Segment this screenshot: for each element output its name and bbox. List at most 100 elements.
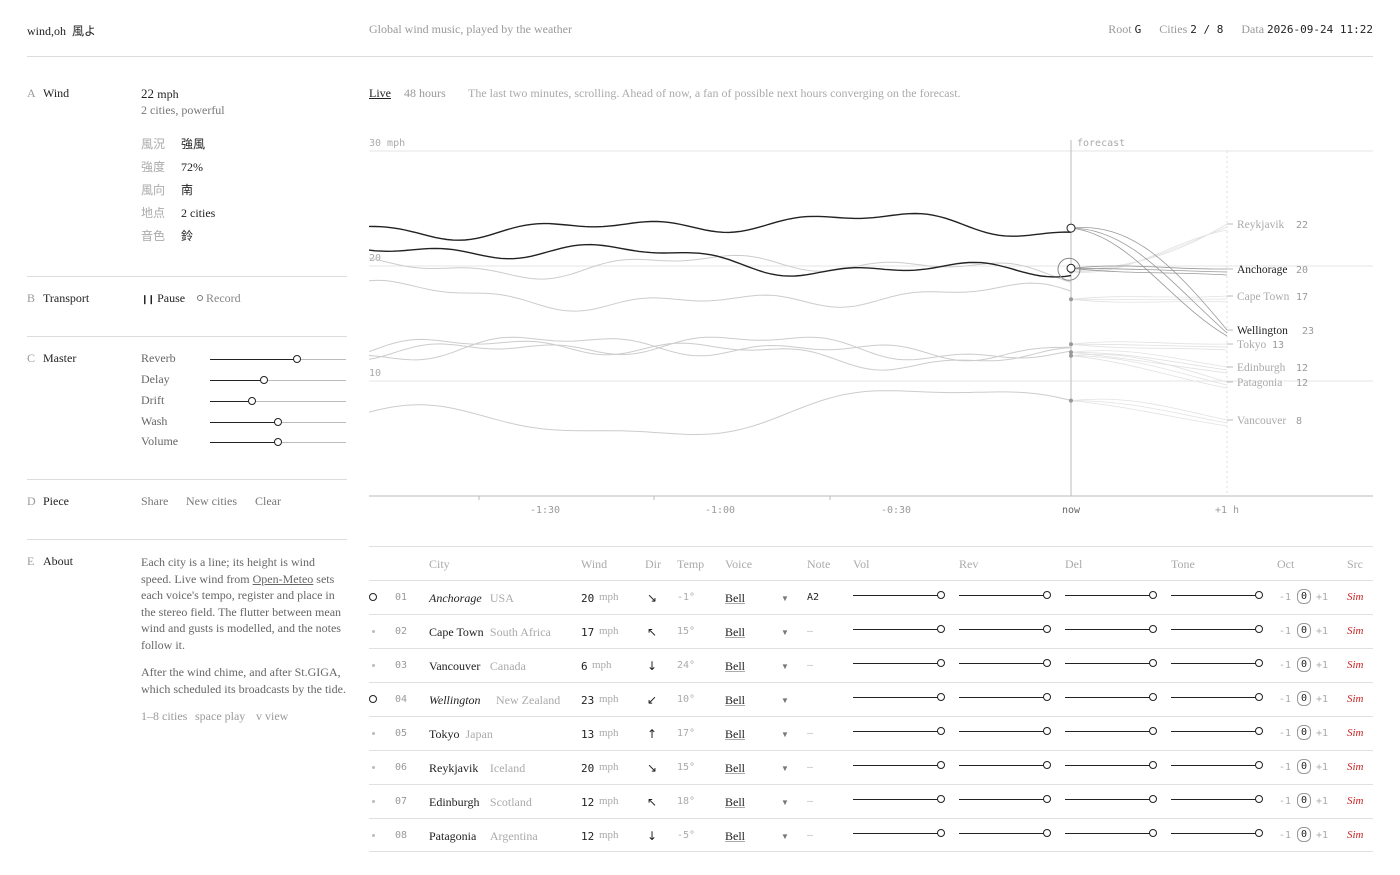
source-badge[interactable]: Sim (1347, 727, 1364, 739)
voice-select[interactable]: Bell (725, 693, 745, 707)
slider-knob[interactable] (274, 438, 282, 446)
chevron-down-icon[interactable]: ▼ (781, 696, 789, 705)
octave-down[interactable]: -1 (1279, 830, 1292, 841)
source-badge[interactable]: Sim (1347, 829, 1364, 841)
column-header-wind[interactable]: Wind (581, 557, 608, 571)
master-slider-wash[interactable] (210, 418, 346, 426)
master-slider-volume[interactable] (210, 438, 346, 446)
rev-slider[interactable] (959, 659, 1051, 667)
del-slider[interactable] (1065, 625, 1157, 633)
slider-knob[interactable] (937, 625, 945, 633)
slider-knob[interactable] (1255, 727, 1263, 735)
slider-knob[interactable] (1043, 659, 1051, 667)
slider-knob[interactable] (1149, 693, 1157, 701)
octave-up[interactable]: +1 (1316, 796, 1329, 807)
slider-knob[interactable] (937, 659, 945, 667)
tone-slider[interactable] (1171, 795, 1263, 803)
chevron-down-icon[interactable]: ▼ (781, 730, 789, 739)
column-header-oct[interactable]: Oct (1277, 557, 1295, 571)
slider-knob[interactable] (1043, 727, 1051, 735)
record-button[interactable]: Record (197, 291, 241, 306)
rev-slider[interactable] (959, 693, 1051, 701)
slider-knob[interactable] (248, 397, 257, 405)
voice-select[interactable]: Bell (725, 727, 745, 741)
table-row[interactable]: 06 Reykjavik Iceland 20 mph ↘ 15° Bell ▼ – -1 0 +1 Si… (369, 750, 1373, 784)
source-badge[interactable]: Sim (1347, 659, 1364, 671)
slider-knob[interactable] (1149, 625, 1157, 633)
rev-slider[interactable] (959, 727, 1051, 735)
vol-slider[interactable] (853, 625, 945, 633)
column-header-dir[interactable]: Dir (645, 557, 661, 571)
slider-knob[interactable] (1255, 829, 1263, 837)
chevron-down-icon[interactable]: ▼ (781, 764, 789, 773)
table-row[interactable]: 05 Tokyo Japan 13 mph ↑ 17° Bell ▼ – -1 0 +1 Sim (369, 716, 1373, 750)
vol-slider[interactable] (853, 693, 945, 701)
city-name[interactable]: Edinburgh (429, 795, 480, 809)
column-header-rev[interactable]: Rev (959, 557, 979, 571)
slider-knob[interactable] (1043, 693, 1051, 701)
column-header-city[interactable]: City (429, 557, 450, 571)
chevron-down-icon[interactable]: ▼ (781, 594, 789, 603)
tone-slider[interactable] (1171, 591, 1263, 599)
slider-knob[interactable] (1255, 693, 1263, 701)
source-badge[interactable]: Sim (1347, 693, 1364, 705)
slider-knob[interactable] (1043, 591, 1051, 599)
city-name[interactable]: Anchorage (429, 591, 482, 605)
master-slider-delay[interactable] (210, 376, 346, 384)
source-badge[interactable]: Sim (1347, 795, 1364, 807)
tab-48-hours[interactable]: 48 hours (404, 86, 446, 100)
vol-slider[interactable] (853, 761, 945, 769)
root-value[interactable]: G (1134, 23, 1142, 36)
slider-knob[interactable] (1149, 591, 1157, 599)
active-toggle[interactable] (369, 695, 377, 703)
clear-button[interactable]: Clear (255, 494, 281, 508)
del-slider[interactable] (1065, 591, 1157, 599)
tab-live[interactable]: Live (369, 86, 391, 100)
slider-knob[interactable] (260, 376, 269, 384)
tone-slider[interactable] (1171, 829, 1263, 837)
city-name[interactable]: Patagonia (429, 829, 477, 843)
slider-knob[interactable] (1043, 829, 1051, 837)
table-row[interactable]: 04 Wellington New Zealand 23 mph ↙ 10° Bell ▼ -1 0… (369, 682, 1373, 716)
voice-select[interactable]: Bell (725, 761, 745, 775)
master-slider-reverb[interactable] (210, 355, 346, 363)
voice-select[interactable]: Bell (725, 591, 745, 605)
del-slider[interactable] (1065, 727, 1157, 735)
tone-slider[interactable] (1171, 659, 1263, 667)
active-toggle[interactable] (372, 800, 375, 803)
vol-slider[interactable] (853, 591, 945, 599)
slider-knob[interactable] (1149, 727, 1157, 735)
open-meteo-link[interactable]: Open-Meteo (252, 571, 314, 586)
rev-slider[interactable] (959, 625, 1051, 633)
octave-up[interactable]: +1 (1316, 592, 1329, 603)
rev-slider[interactable] (959, 761, 1051, 769)
table-row[interactable]: 08 Patagonia Argentina 12 mph ↓ -5° Bell ▼ – -1 0 +1… (369, 818, 1373, 852)
vol-slider[interactable] (853, 829, 945, 837)
slider-knob[interactable] (1043, 795, 1051, 803)
del-slider[interactable] (1065, 693, 1157, 701)
column-header-del[interactable]: Del (1065, 557, 1083, 571)
octave-down[interactable]: -1 (1279, 762, 1292, 773)
vol-slider[interactable] (853, 659, 945, 667)
octave-down[interactable]: -1 (1279, 796, 1292, 807)
rev-slider[interactable] (959, 591, 1051, 599)
octave-up[interactable]: +1 (1316, 830, 1329, 841)
octave-down[interactable]: -1 (1279, 694, 1292, 705)
city-name[interactable]: Tokyo (429, 727, 460, 741)
master-slider-drift[interactable] (210, 397, 346, 405)
city-name[interactable]: Reykjavik (429, 761, 479, 775)
slider-knob[interactable] (1043, 625, 1051, 633)
slider-knob[interactable] (1255, 625, 1263, 633)
del-slider[interactable] (1065, 659, 1157, 667)
slider-knob[interactable] (937, 795, 945, 803)
slider-knob[interactable] (1255, 591, 1263, 599)
slider-knob[interactable] (1149, 761, 1157, 769)
slider-knob[interactable] (937, 829, 945, 837)
rev-slider[interactable] (959, 829, 1051, 837)
slider-knob[interactable] (1255, 761, 1263, 769)
tone-slider[interactable] (1171, 761, 1263, 769)
slider-knob[interactable] (1255, 659, 1263, 667)
source-badge[interactable]: Sim (1347, 761, 1364, 773)
slider-knob[interactable] (1043, 761, 1051, 769)
source-badge[interactable]: Sim (1347, 625, 1364, 637)
